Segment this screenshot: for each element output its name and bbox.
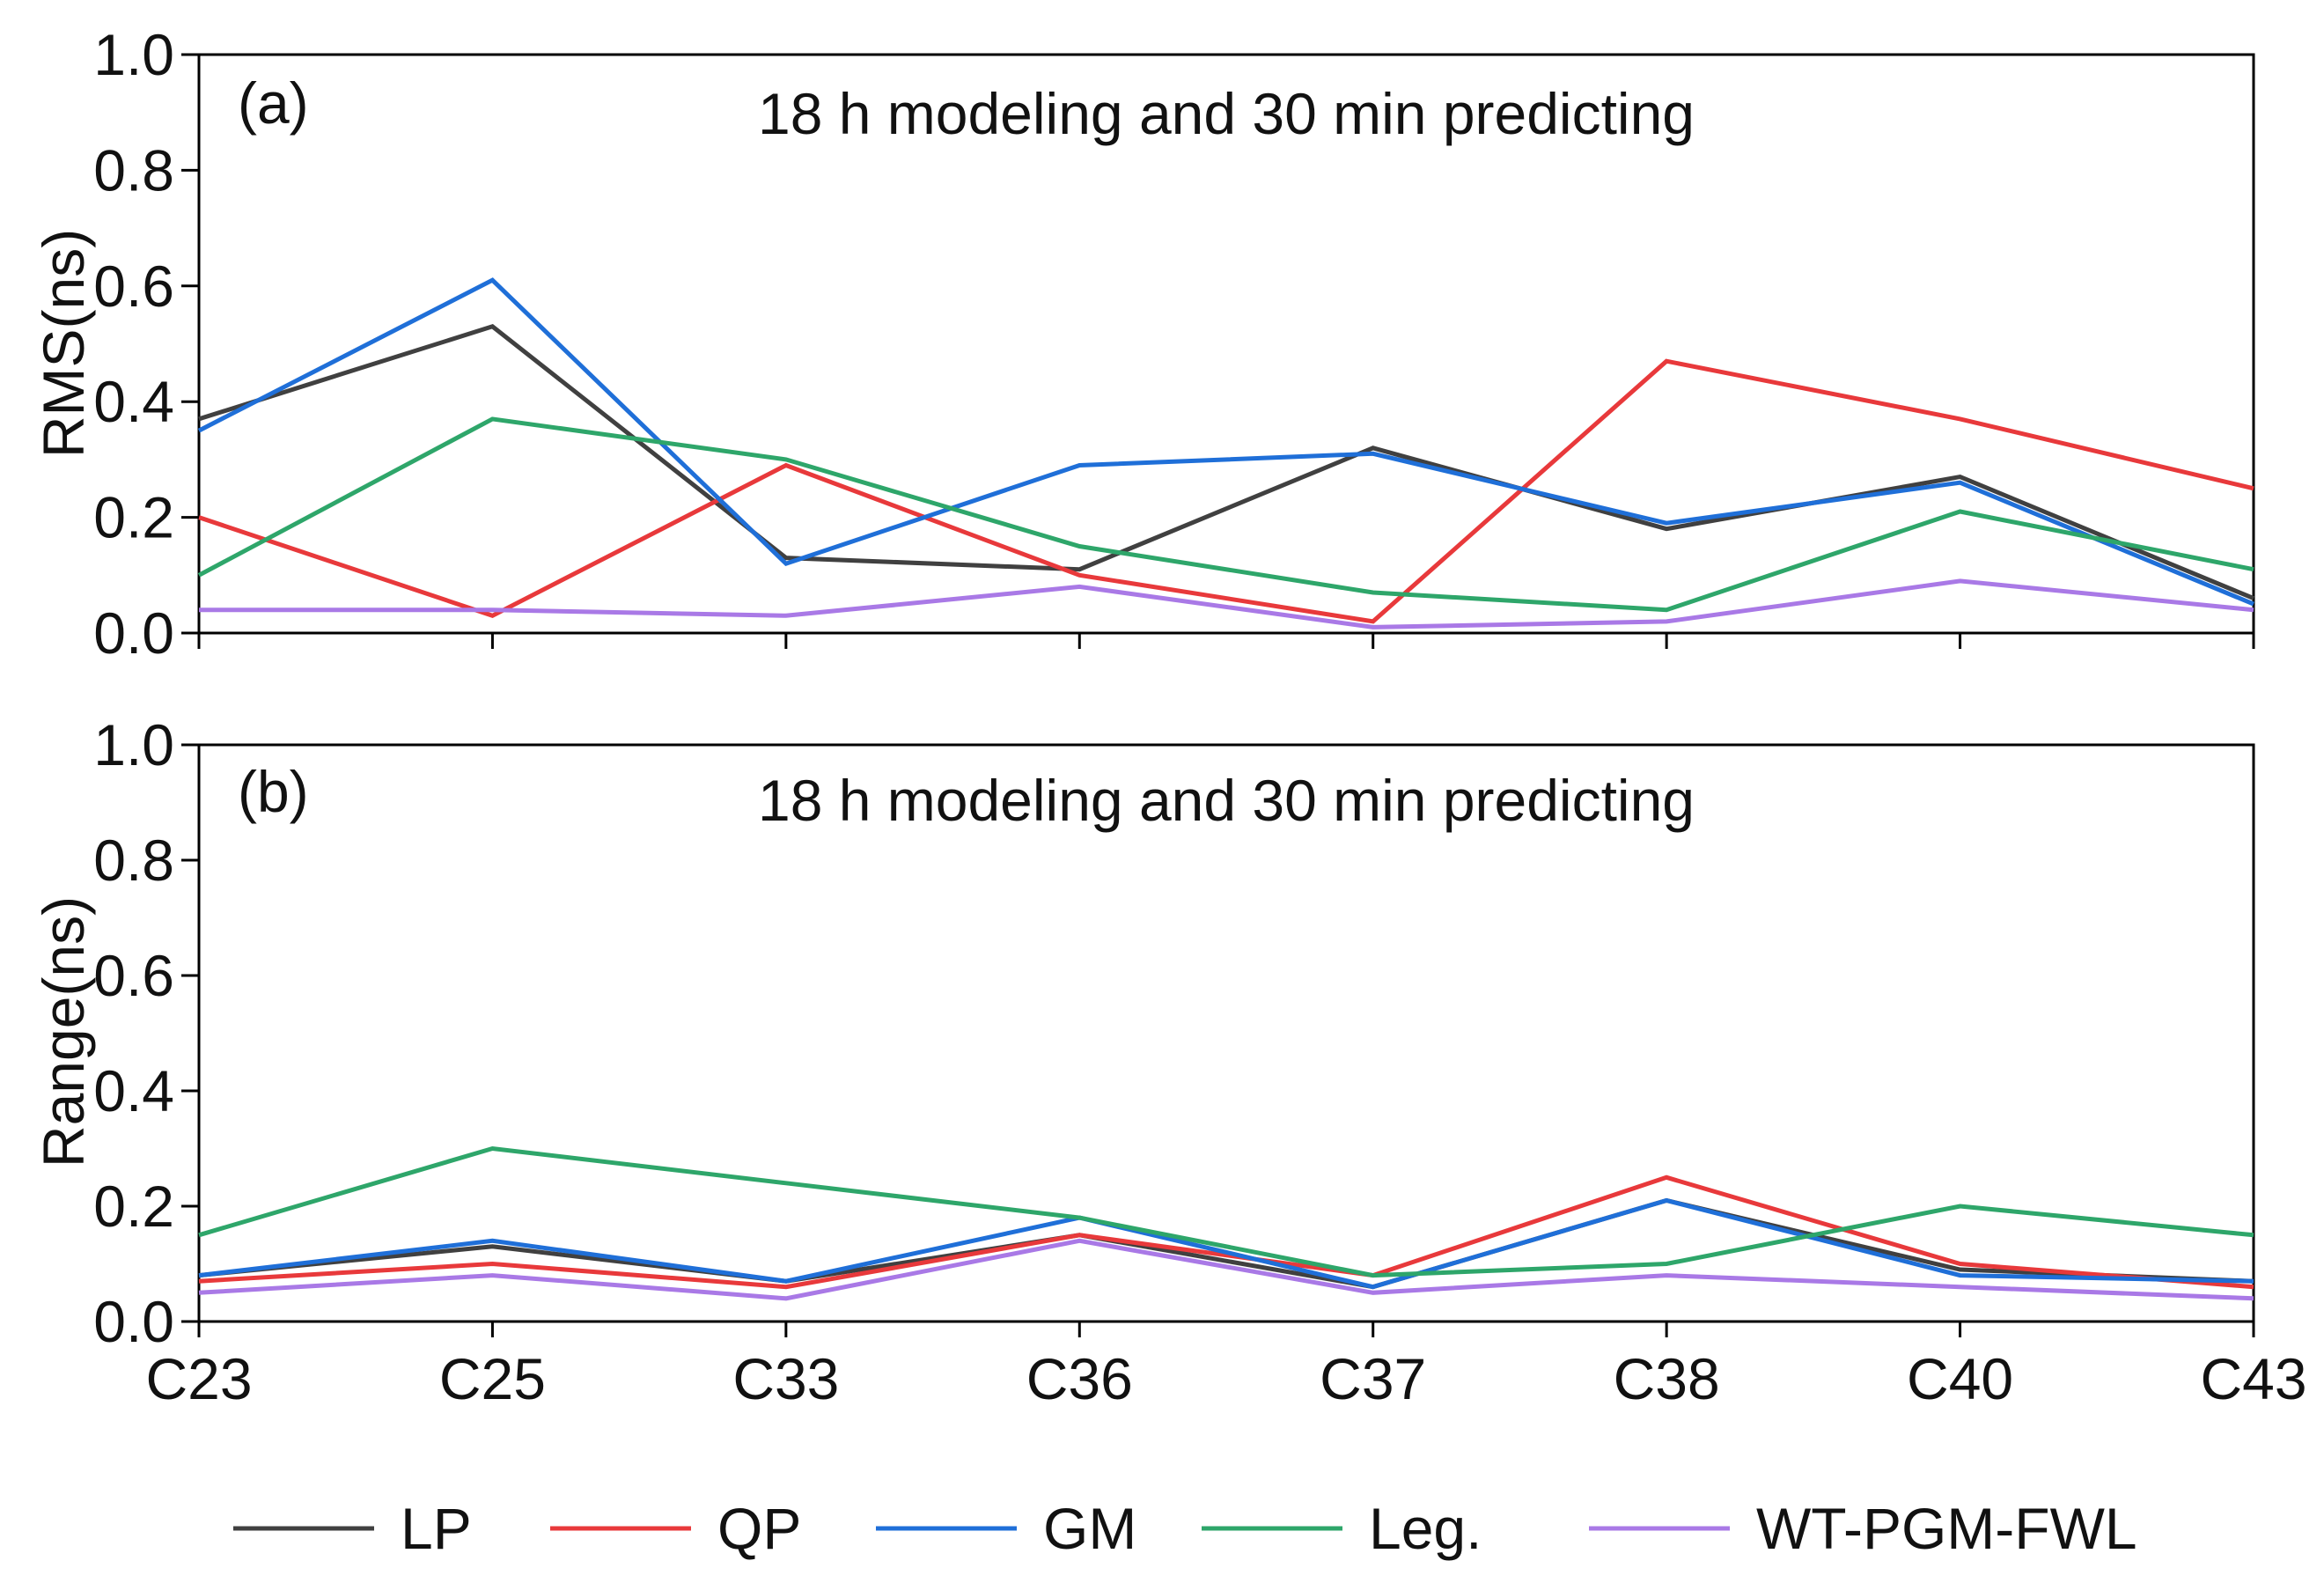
panel-a-series-leg-line (197, 416, 2254, 613)
x-tick-label-c25: C25 (439, 1346, 546, 1411)
panel-b-series-lp-line (198, 1197, 2254, 1290)
panel-b-y-tick-label: 0.2 (93, 1174, 174, 1239)
x-tick-label-c43: C43 (2200, 1346, 2306, 1411)
panel-b-series-layer (198, 1145, 2254, 1301)
x-tick-label-c23: C23 (145, 1346, 252, 1411)
panel-b-series-gm-line (198, 1197, 2254, 1290)
panel-b-series-qp-line (198, 1174, 2254, 1290)
panel-b-range-chart: 0.0 0.2 0.4 0.6 0.8 1.0 C23 C25 C33 C36 C37 C38 C40… (31, 712, 2307, 1411)
panel-a-y-axis-title: RMS(ns) (31, 229, 96, 458)
panel-a-series-gm-line (197, 277, 2254, 607)
panel-a-x-axis (197, 633, 2255, 649)
legend-entry-leg: Leg. (1202, 1496, 1482, 1561)
legend: LP QP GM Leg. WT-PGM-FWL (233, 1496, 2137, 1561)
panel-b-x-axis: C23 C25 C33 C36 C37 C38 C40 C43 (145, 1322, 2307, 1411)
x-tick-label-c38: C38 (1614, 1346, 1720, 1411)
panel-b-label: (b) (238, 759, 309, 824)
panel-b-title: 18 h modeling and 30 min predicting (758, 768, 1695, 833)
panel-a-y-tick-label: 0.2 (93, 485, 174, 550)
panel-b-y-tick-label: 0.0 (93, 1289, 174, 1354)
panel-a-series-wt-pgm-fwl-line (199, 578, 2254, 630)
panel-a-series-qp-line (198, 358, 2254, 624)
x-tick-label-c36: C36 (1026, 1346, 1133, 1411)
legend-label-gm: GM (1043, 1496, 1136, 1561)
legend-label-qp: QP (717, 1496, 801, 1561)
panel-a-title: 18 h modeling and 30 min predicting (758, 81, 1695, 146)
legend-label-leg: Leg. (1369, 1496, 1482, 1561)
legend-label-lp: LP (401, 1496, 472, 1561)
x-tick-label-c40: C40 (1907, 1346, 2013, 1411)
legend-label-wt-pgm-fwl: WT-PGM-FWL (1756, 1496, 2137, 1561)
panel-a-label: (a) (238, 70, 309, 136)
legend-entry-gm: GM (876, 1496, 1136, 1561)
panel-a-y-tick-label: 0.8 (93, 137, 174, 202)
panel-a-series-layer (197, 277, 2254, 630)
legend-entry-wt-pgm-fwl: WT-PGM-FWL (1589, 1496, 2137, 1561)
panel-b-plot-frame (197, 743, 2255, 1323)
x-tick-label-c37: C37 (1320, 1346, 1426, 1411)
legend-entry-qp: QP (550, 1496, 801, 1561)
panel-b-y-axis-title: Range(ns) (31, 896, 96, 1167)
panel-b-y-tick-label: 0.8 (93, 828, 174, 893)
panel-a-y-axis: 0.0 0.2 0.4 0.6 0.8 1.0 (93, 22, 199, 666)
x-tick-label-c33: C33 (732, 1346, 839, 1411)
panel-b-y-tick-label: 1.0 (93, 712, 174, 777)
panel-a-series-lp-line (198, 324, 2254, 600)
legend-entry-lp: LP (233, 1496, 472, 1561)
panel-b-y-tick-label: 0.4 (93, 1058, 174, 1123)
panel-a-y-tick-label: 0.6 (93, 254, 174, 319)
panel-b-y-axis: 0.0 0.2 0.4 0.6 0.8 1.0 (93, 712, 199, 1354)
panel-a-y-tick-label: 1.0 (93, 22, 174, 87)
panel-a-y-tick-label: 0.4 (93, 369, 174, 434)
panel-b-series-wt-pgm-fwl-line (198, 1238, 2254, 1301)
panel-b-y-tick-label: 0.6 (93, 943, 174, 1008)
panel-a-y-tick-label: 0.0 (93, 600, 174, 666)
panel-a-rms-chart: 0.0 0.2 0.4 0.6 0.8 1.0 (a) 18 h modeling and… (31, 22, 2255, 666)
panel-a-plot-frame (197, 53, 2255, 635)
panel-b-series-leg-line (198, 1145, 2254, 1278)
